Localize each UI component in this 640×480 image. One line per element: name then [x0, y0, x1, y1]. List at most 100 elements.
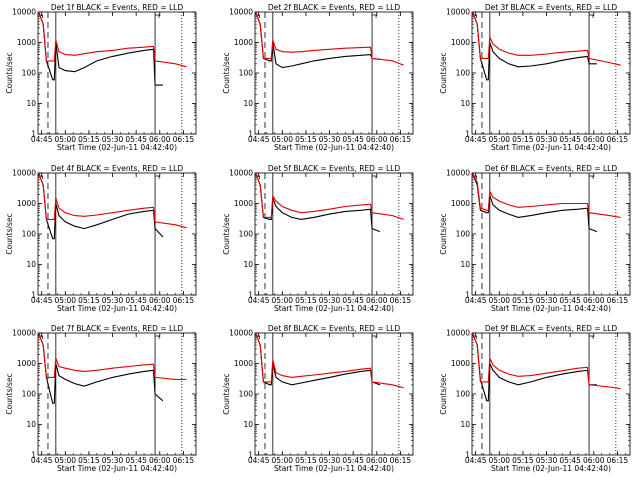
y-tick-label: 10: [243, 99, 253, 108]
events-series-line: [37, 11, 163, 86]
y-tick-label: 100: [239, 230, 254, 239]
plot-frame: [254, 11, 414, 135]
x-tick-label: 05:00: [54, 296, 76, 305]
plot-frame: [254, 332, 414, 456]
panel-title: Det 9f BLACK = Events, RED = LLD: [485, 324, 618, 333]
x-axis-label: Start Time (02-Jun-11 04:42:40): [491, 304, 611, 313]
lld-series-line: [471, 11, 621, 66]
y-tick-label: 10000: [229, 8, 253, 17]
x-axis-label: Start Time (02-Jun-11 04:42:40): [57, 464, 177, 473]
x-tick-label: 05:45: [125, 296, 147, 305]
x-tick-label: 06:00: [149, 135, 171, 144]
detector-panel: Det 7f BLACK = Events, RED = LLD 1 10 100 10…: [5, 324, 197, 473]
lld-series-line: [37, 332, 187, 380]
x-axis-label: Start Time (02-Jun-11 04:42:40): [491, 143, 611, 152]
lld-series-line: [471, 332, 621, 390]
events-series-line: [471, 11, 597, 81]
x-axis-label: Start Time (02-Jun-11 04:42:40): [274, 143, 394, 152]
y-tick-label: 10000: [12, 8, 36, 17]
x-tick-label: 06:00: [366, 135, 388, 144]
y-tick-label: 1: [31, 291, 36, 300]
x-tick-label: 06:15: [607, 456, 629, 465]
x-tick-label: 05:30: [319, 135, 341, 144]
x-tick-label: 05:15: [295, 456, 317, 465]
flag-mark: [372, 175, 377, 179]
y-tick-label: 100: [22, 69, 37, 78]
x-tick-label: 04:45: [248, 456, 270, 465]
y-tick-label: 1: [465, 291, 470, 300]
y-tick-label: 10: [460, 260, 470, 269]
x-tick-label: 05:30: [536, 296, 558, 305]
x-tick-label: 04:45: [465, 296, 487, 305]
x-tick-label: 06:15: [173, 296, 195, 305]
x-tick-label: 04:45: [465, 135, 487, 144]
x-tick-label: 06:15: [390, 456, 412, 465]
y-axis-label: Counts/sec: [439, 52, 448, 93]
y-tick-label: 10000: [446, 8, 470, 17]
lld-series-line: [37, 172, 187, 229]
x-axis-label: Start Time (02-Jun-11 04:42:40): [274, 304, 394, 313]
events-series-line: [471, 172, 598, 233]
y-tick-label: 10: [26, 260, 36, 269]
y-tick-label: 1000: [17, 359, 36, 368]
x-tick-label: 05:30: [319, 456, 341, 465]
x-tick-label: 06:00: [366, 456, 388, 465]
y-tick-label: 100: [456, 69, 471, 78]
y-tick-label: 10000: [12, 329, 36, 338]
x-tick-label: 05:00: [271, 135, 293, 144]
y-tick-label: 10000: [229, 329, 253, 338]
plot-frame: [471, 172, 631, 296]
y-tick-label: 10: [243, 420, 253, 429]
y-axis-label: Counts/sec: [5, 213, 14, 254]
x-tick-label: 05:15: [512, 456, 534, 465]
lld-series-line: [472, 172, 621, 218]
x-tick-label: 05:30: [102, 135, 124, 144]
y-axis-label: Counts/sec: [222, 52, 231, 93]
flag-mark: [155, 14, 160, 18]
panel-title: Det 6f BLACK = Events, RED = LLD: [485, 164, 618, 173]
panel-title: Det 5f BLACK = Events, RED = LLD: [268, 164, 401, 173]
x-tick-label: 05:15: [295, 296, 317, 305]
x-tick-label: 05:00: [54, 135, 76, 144]
x-tick-label: 06:00: [149, 296, 171, 305]
detector-panel: Det 6f BLACK = Events, RED = LLD 1 10 100 10…: [439, 164, 631, 313]
events-series-line: [37, 332, 164, 404]
panel-title: Det 8f BLACK = Events, RED = LLD: [268, 324, 401, 333]
y-tick-label: 100: [22, 390, 37, 399]
y-axis-label: Counts/sec: [222, 213, 231, 254]
x-tick-label: 05:00: [271, 456, 293, 465]
y-tick-label: 1000: [451, 359, 470, 368]
y-axis-label: Counts/sec: [5, 52, 14, 93]
flag-mark: [155, 335, 160, 339]
x-tick-label: 06:00: [583, 456, 605, 465]
y-tick-label: 1: [248, 291, 253, 300]
y-tick-label: 100: [239, 69, 254, 78]
events-series-line: [254, 172, 381, 233]
y-tick-label: 1: [31, 130, 36, 139]
x-tick-label: 06:15: [173, 135, 195, 144]
x-tick-label: 05:45: [559, 135, 581, 144]
x-tick-label: 05:45: [125, 135, 147, 144]
y-tick-label: 100: [22, 230, 37, 239]
x-tick-label: 05:15: [78, 456, 100, 465]
y-tick-label: 1000: [451, 38, 470, 47]
detector-panel: Det 3f BLACK = Events, RED = LLD 1 10 100 10…: [439, 3, 631, 152]
plot-frame: [37, 332, 197, 456]
x-tick-label: 05:45: [559, 456, 581, 465]
x-tick-label: 05:45: [342, 135, 364, 144]
y-axis-label: Counts/sec: [5, 373, 14, 414]
y-tick-label: 10000: [12, 169, 36, 178]
x-tick-label: 04:45: [248, 135, 270, 144]
y-tick-label: 100: [239, 390, 254, 399]
x-axis-label: Start Time (02-Jun-11 04:42:40): [491, 464, 611, 473]
lld-series-line: [254, 11, 404, 66]
y-tick-label: 1: [248, 451, 253, 460]
x-tick-label: 05:00: [488, 456, 510, 465]
x-tick-label: 05:30: [536, 456, 558, 465]
y-axis-label: Counts/sec: [439, 373, 448, 414]
y-tick-label: 1: [31, 451, 36, 460]
panel-title: Det 1f BLACK = Events, RED = LLD: [51, 3, 184, 12]
x-tick-label: 04:45: [465, 456, 487, 465]
detector-panel: Det 1f BLACK = Events, RED = LLD 1 10 100 10…: [5, 3, 197, 152]
x-tick-label: 05:45: [125, 456, 147, 465]
